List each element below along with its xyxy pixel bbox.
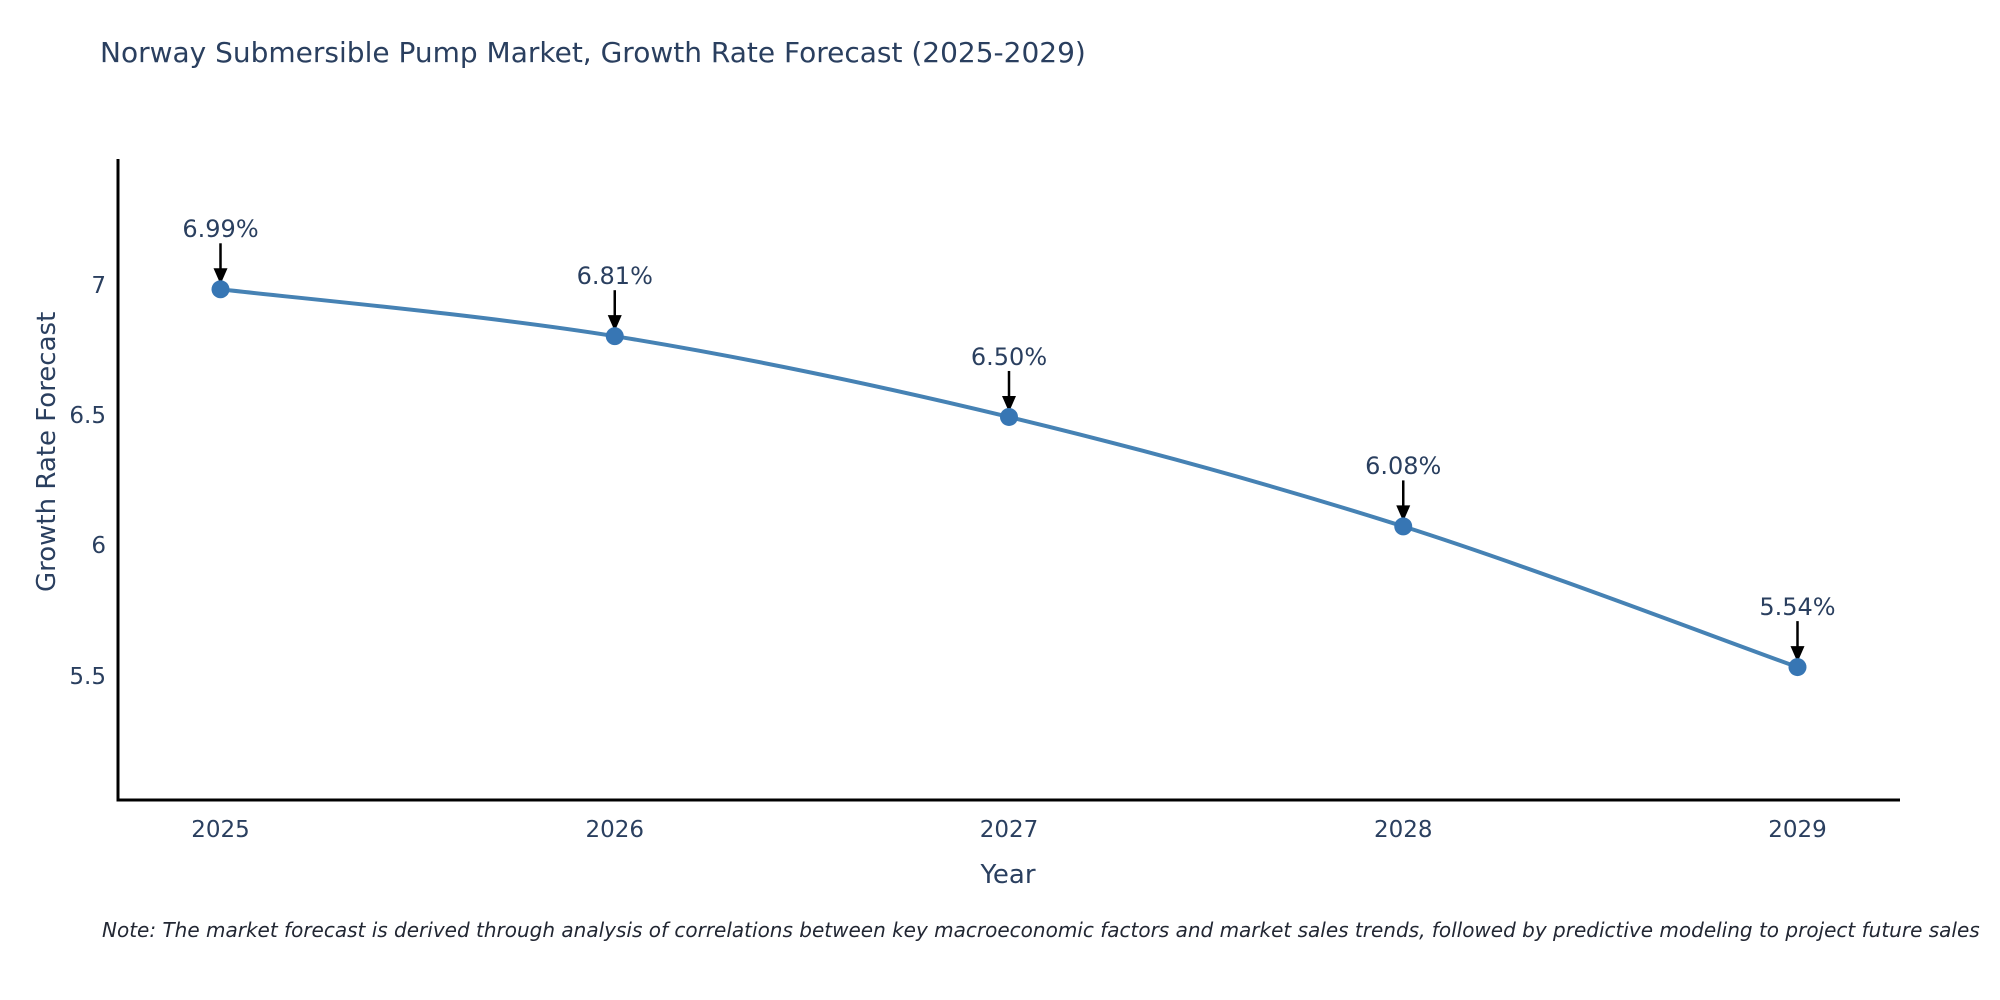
x-tick-label-2029: 2029: [1768, 817, 1827, 843]
point-value-label-2029: 5.54%: [1759, 593, 1836, 622]
point-value-label-2026: 6.81%: [576, 262, 653, 291]
x-tick-label-2026: 2026: [585, 817, 645, 843]
annotation-arrowhead-icon: [1396, 505, 1411, 522]
y-tick-label-6.5: 6.5: [69, 402, 106, 429]
footnote: Note: The market forecast is derived thr…: [102, 918, 1980, 942]
annotation-arrowhead-icon: [1790, 646, 1805, 663]
data-point-2026[interactable]: [605, 327, 624, 346]
data-point-2029[interactable]: [1788, 658, 1807, 677]
y-tick-label-5.5: 5.5: [69, 663, 106, 690]
point-value-label-2025: 6.99%: [182, 215, 259, 244]
annotation-arrowhead-icon: [213, 268, 228, 285]
annotation-arrowhead-icon: [607, 315, 622, 332]
data-point-2025[interactable]: [211, 280, 230, 299]
data-point-2027[interactable]: [1000, 407, 1018, 426]
point-value-label-2028: 6.08%: [1365, 452, 1442, 481]
x-tick-label-2028: 2028: [1373, 817, 1433, 843]
y-tick-label-7: 7: [91, 272, 106, 299]
x-tick-label-2027: 2027: [979, 817, 1039, 843]
annotation-arrowhead-icon: [1002, 395, 1016, 412]
point-value-label-2027: 6.50%: [970, 342, 1048, 371]
y-tick-label-6: 6: [91, 533, 106, 560]
chart-title: Norway Submersible Pump Market, Growth R…: [100, 36, 1086, 69]
x-tick-label-2025: 2025: [191, 817, 250, 843]
data-point-2028[interactable]: [1394, 517, 1413, 536]
x-axis-title: Year: [980, 860, 1036, 890]
